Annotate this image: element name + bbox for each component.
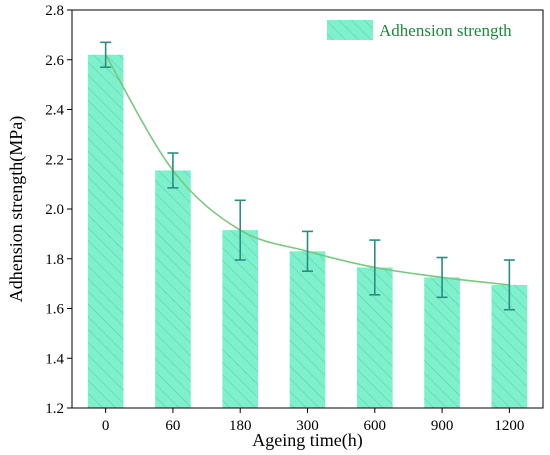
x-tick-label: 900 xyxy=(431,418,454,434)
y-axis-title: Adhension strength(MPa) xyxy=(6,116,27,302)
y-tick-label: 2.0 xyxy=(45,202,64,218)
x-tick-label: 60 xyxy=(165,418,180,434)
y-tick-label: 1.4 xyxy=(45,351,64,367)
y-tick-label: 1.8 xyxy=(45,252,64,268)
bars-layer xyxy=(87,54,528,409)
y-tick-label: 1.6 xyxy=(45,302,64,318)
legend-label: Adhension strength xyxy=(379,21,512,40)
y-tick-label: 2.8 xyxy=(45,3,64,19)
y-tick-label: 2.6 xyxy=(45,53,64,69)
y-tick-label: 2.2 xyxy=(45,152,64,168)
x-tick-label: 0 xyxy=(102,418,110,434)
bar xyxy=(424,277,460,408)
x-tick-label: 600 xyxy=(364,418,387,434)
x-tick-label: 1200 xyxy=(494,418,524,434)
bar xyxy=(155,170,191,408)
y-tick-label: 2.4 xyxy=(45,103,64,119)
x-axis-title: Ageing time(h) xyxy=(252,430,362,451)
bar xyxy=(87,54,124,409)
axis-ticks: 1.2 1.4 1.6 1.8 2.0 2.2 2.4 2.6 2.8 0 60 180 300 600 9… xyxy=(45,3,524,434)
x-tick-label: 180 xyxy=(229,418,252,434)
bar xyxy=(289,251,326,408)
legend: Adhension strength xyxy=(327,20,512,40)
error-bars-layer xyxy=(100,41,515,311)
x-tick-label: 300 xyxy=(296,418,319,434)
y-tick-label: 1.2 xyxy=(45,401,64,417)
legend-swatch xyxy=(327,20,373,40)
